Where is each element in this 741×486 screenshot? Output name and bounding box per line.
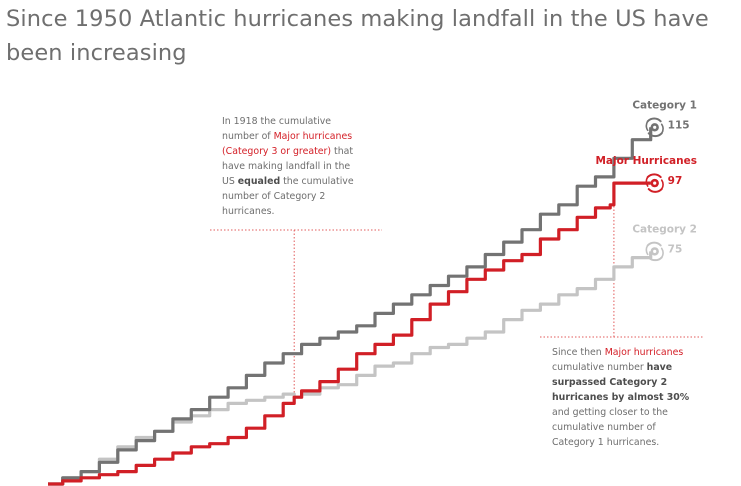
annotation-line: hurricanes by almost 30% bbox=[552, 392, 690, 403]
annotation-line: have making landfall in the bbox=[222, 161, 351, 172]
annotation-line: Since then Major hurricanes bbox=[552, 347, 684, 358]
hurricane-icon bbox=[645, 241, 664, 262]
annotation-since-then: Since then Major hurricanes cumulative n… bbox=[552, 345, 722, 450]
series-name-category1: Category 1 bbox=[632, 99, 697, 111]
page-title: Since 1950 Atlantic hurricanes making la… bbox=[6, 6, 709, 66]
annotation-line: cumulative number of bbox=[552, 422, 656, 433]
annotation-1918: In 1918 the cumulative number of Major h… bbox=[222, 114, 382, 219]
series-labels: Category 2 75 Category 1 115 Major Hurricane… bbox=[595, 99, 697, 255]
series-end-value-category1: 115 bbox=[668, 119, 690, 131]
annotation-line: hurricanes. bbox=[222, 206, 275, 217]
series-end-value-major: 97 bbox=[668, 175, 683, 187]
annotation-lines bbox=[210, 183, 704, 398]
series-line-major bbox=[48, 181, 651, 486]
hurricane-icon bbox=[645, 173, 664, 193]
hurricane-icon bbox=[645, 117, 664, 138]
annotation-line: number of Category 2 bbox=[222, 191, 326, 202]
annotation-line: and getting closer to the bbox=[552, 407, 668, 418]
series-layer bbox=[48, 117, 664, 486]
annotation-line: Category 1 hurricanes. bbox=[552, 437, 660, 448]
series-line-category1 bbox=[48, 127, 653, 486]
annotation-line: US equaled the cumulative bbox=[222, 176, 354, 187]
annotation-line: (Category 3 or greater) that bbox=[222, 146, 354, 157]
series-end-value-category2: 75 bbox=[668, 243, 683, 255]
annotation-line: surpassed Category 2 bbox=[552, 377, 668, 388]
series-name-major: Major Hurricanes bbox=[595, 155, 697, 167]
annotation-line: number of Major hurricanes bbox=[222, 131, 353, 142]
annotation-line: cumulative number have bbox=[552, 362, 673, 373]
series-name-category2: Category 2 bbox=[632, 223, 697, 235]
annotation-line: In 1918 the cumulative bbox=[222, 116, 332, 127]
